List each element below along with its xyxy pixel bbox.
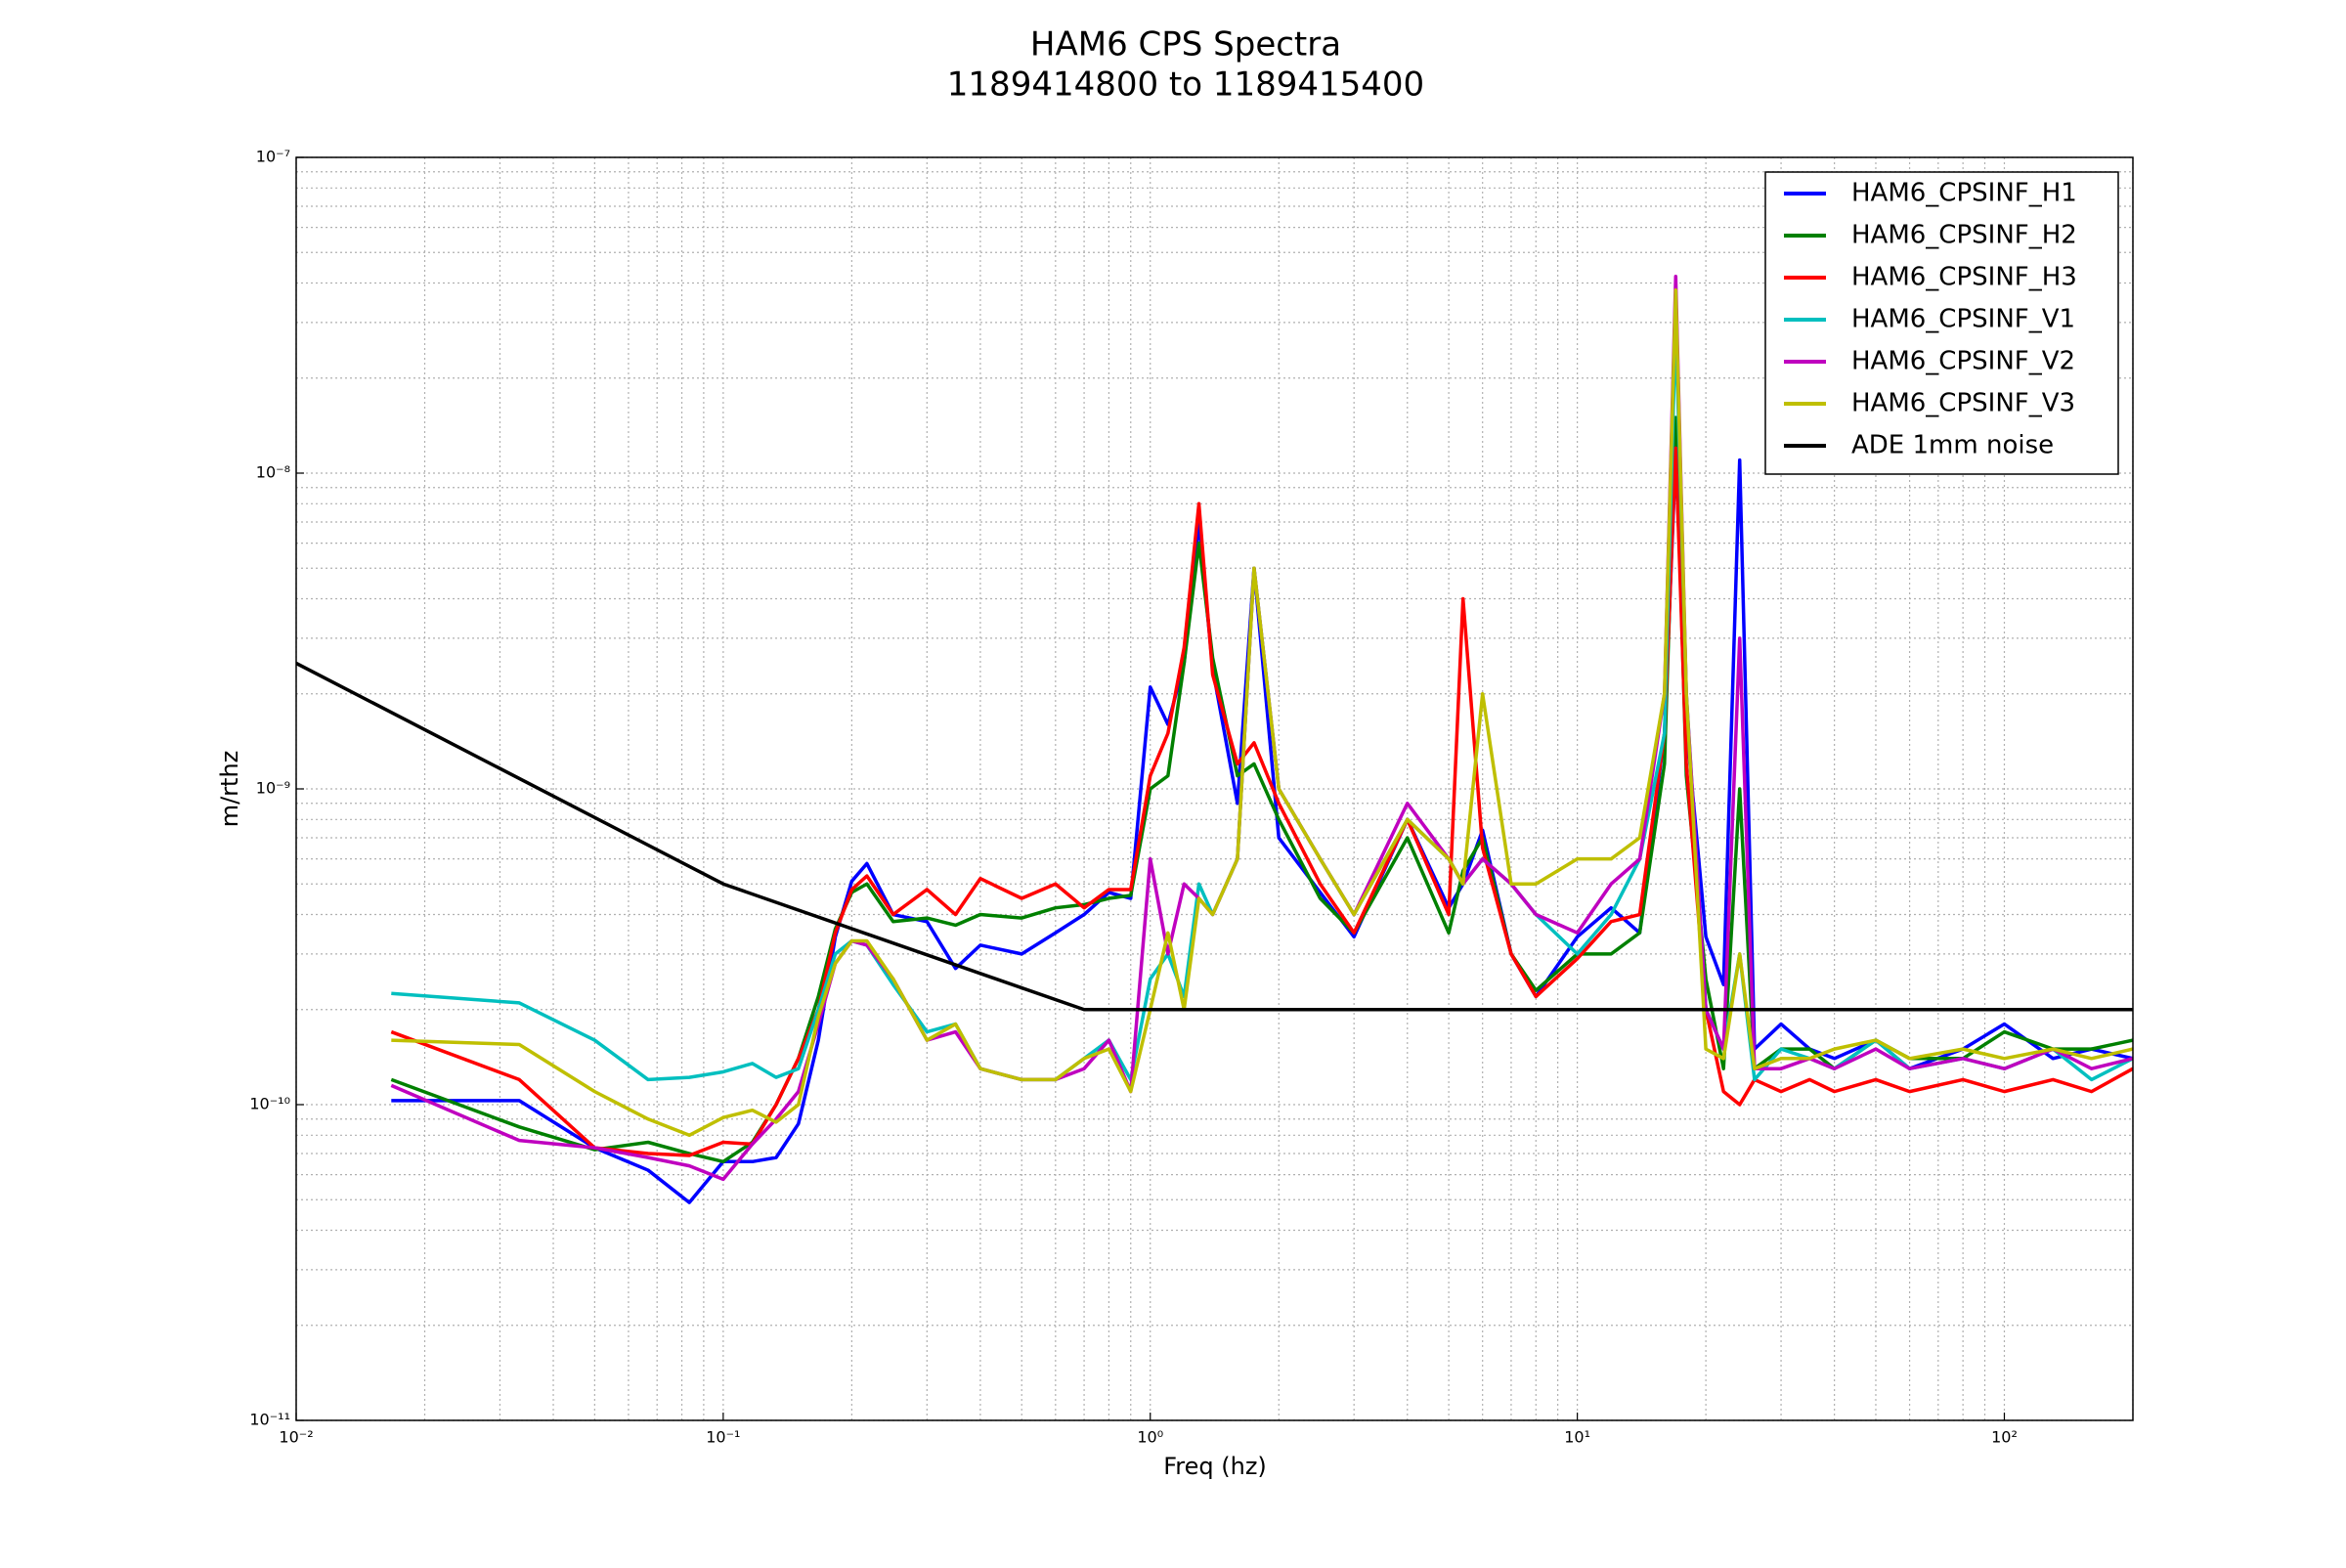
y-tick-label: 10⁻¹⁰	[249, 1095, 290, 1113]
x-tick-label: 10⁰	[1137, 1428, 1163, 1447]
legend-label: HAM6_CPSINF_V3	[1851, 389, 2075, 418]
x-axis-label: Freq (hz)	[1163, 1453, 1267, 1480]
x-tick-label: 10⁻¹	[706, 1428, 740, 1447]
legend-label: ADE 1mm noise	[1851, 431, 2054, 460]
chart-subtitle: 1189414800 to 1189415400	[947, 65, 1424, 105]
plot-area	[296, 274, 2133, 1204]
y-tick-label: 10⁻⁸	[256, 463, 290, 482]
x-tick-label: 10¹	[1564, 1428, 1590, 1447]
y-axis-label: m/rthz	[216, 751, 243, 828]
legend-label: HAM6_CPSINF_V2	[1851, 347, 2075, 376]
legend-label: HAM6_CPSINF_H3	[1851, 263, 2077, 292]
legend-label: HAM6_CPSINF_H2	[1851, 221, 2077, 250]
series-line	[390, 415, 2133, 1164]
y-tick-label: 10⁻¹¹	[249, 1411, 290, 1429]
y-tick-label: 10⁻⁷	[256, 148, 290, 166]
x-tick-label: 10²	[1991, 1428, 2018, 1447]
chart-title: HAM6 CPS Spectra	[1030, 25, 1341, 65]
x-tick-label: 10⁻²	[279, 1428, 313, 1447]
y-tick-label: 10⁻⁹	[256, 779, 290, 798]
legend-box	[1764, 171, 2119, 475]
series-line	[391, 287, 2133, 1138]
series-line	[390, 446, 2133, 1157]
legend-label: HAM6_CPSINF_H1	[1851, 179, 2077, 208]
plot-frame	[295, 156, 2134, 1421]
series-line	[296, 661, 2133, 1012]
legend-label: HAM6_CPSINF_V1	[1851, 305, 2075, 334]
